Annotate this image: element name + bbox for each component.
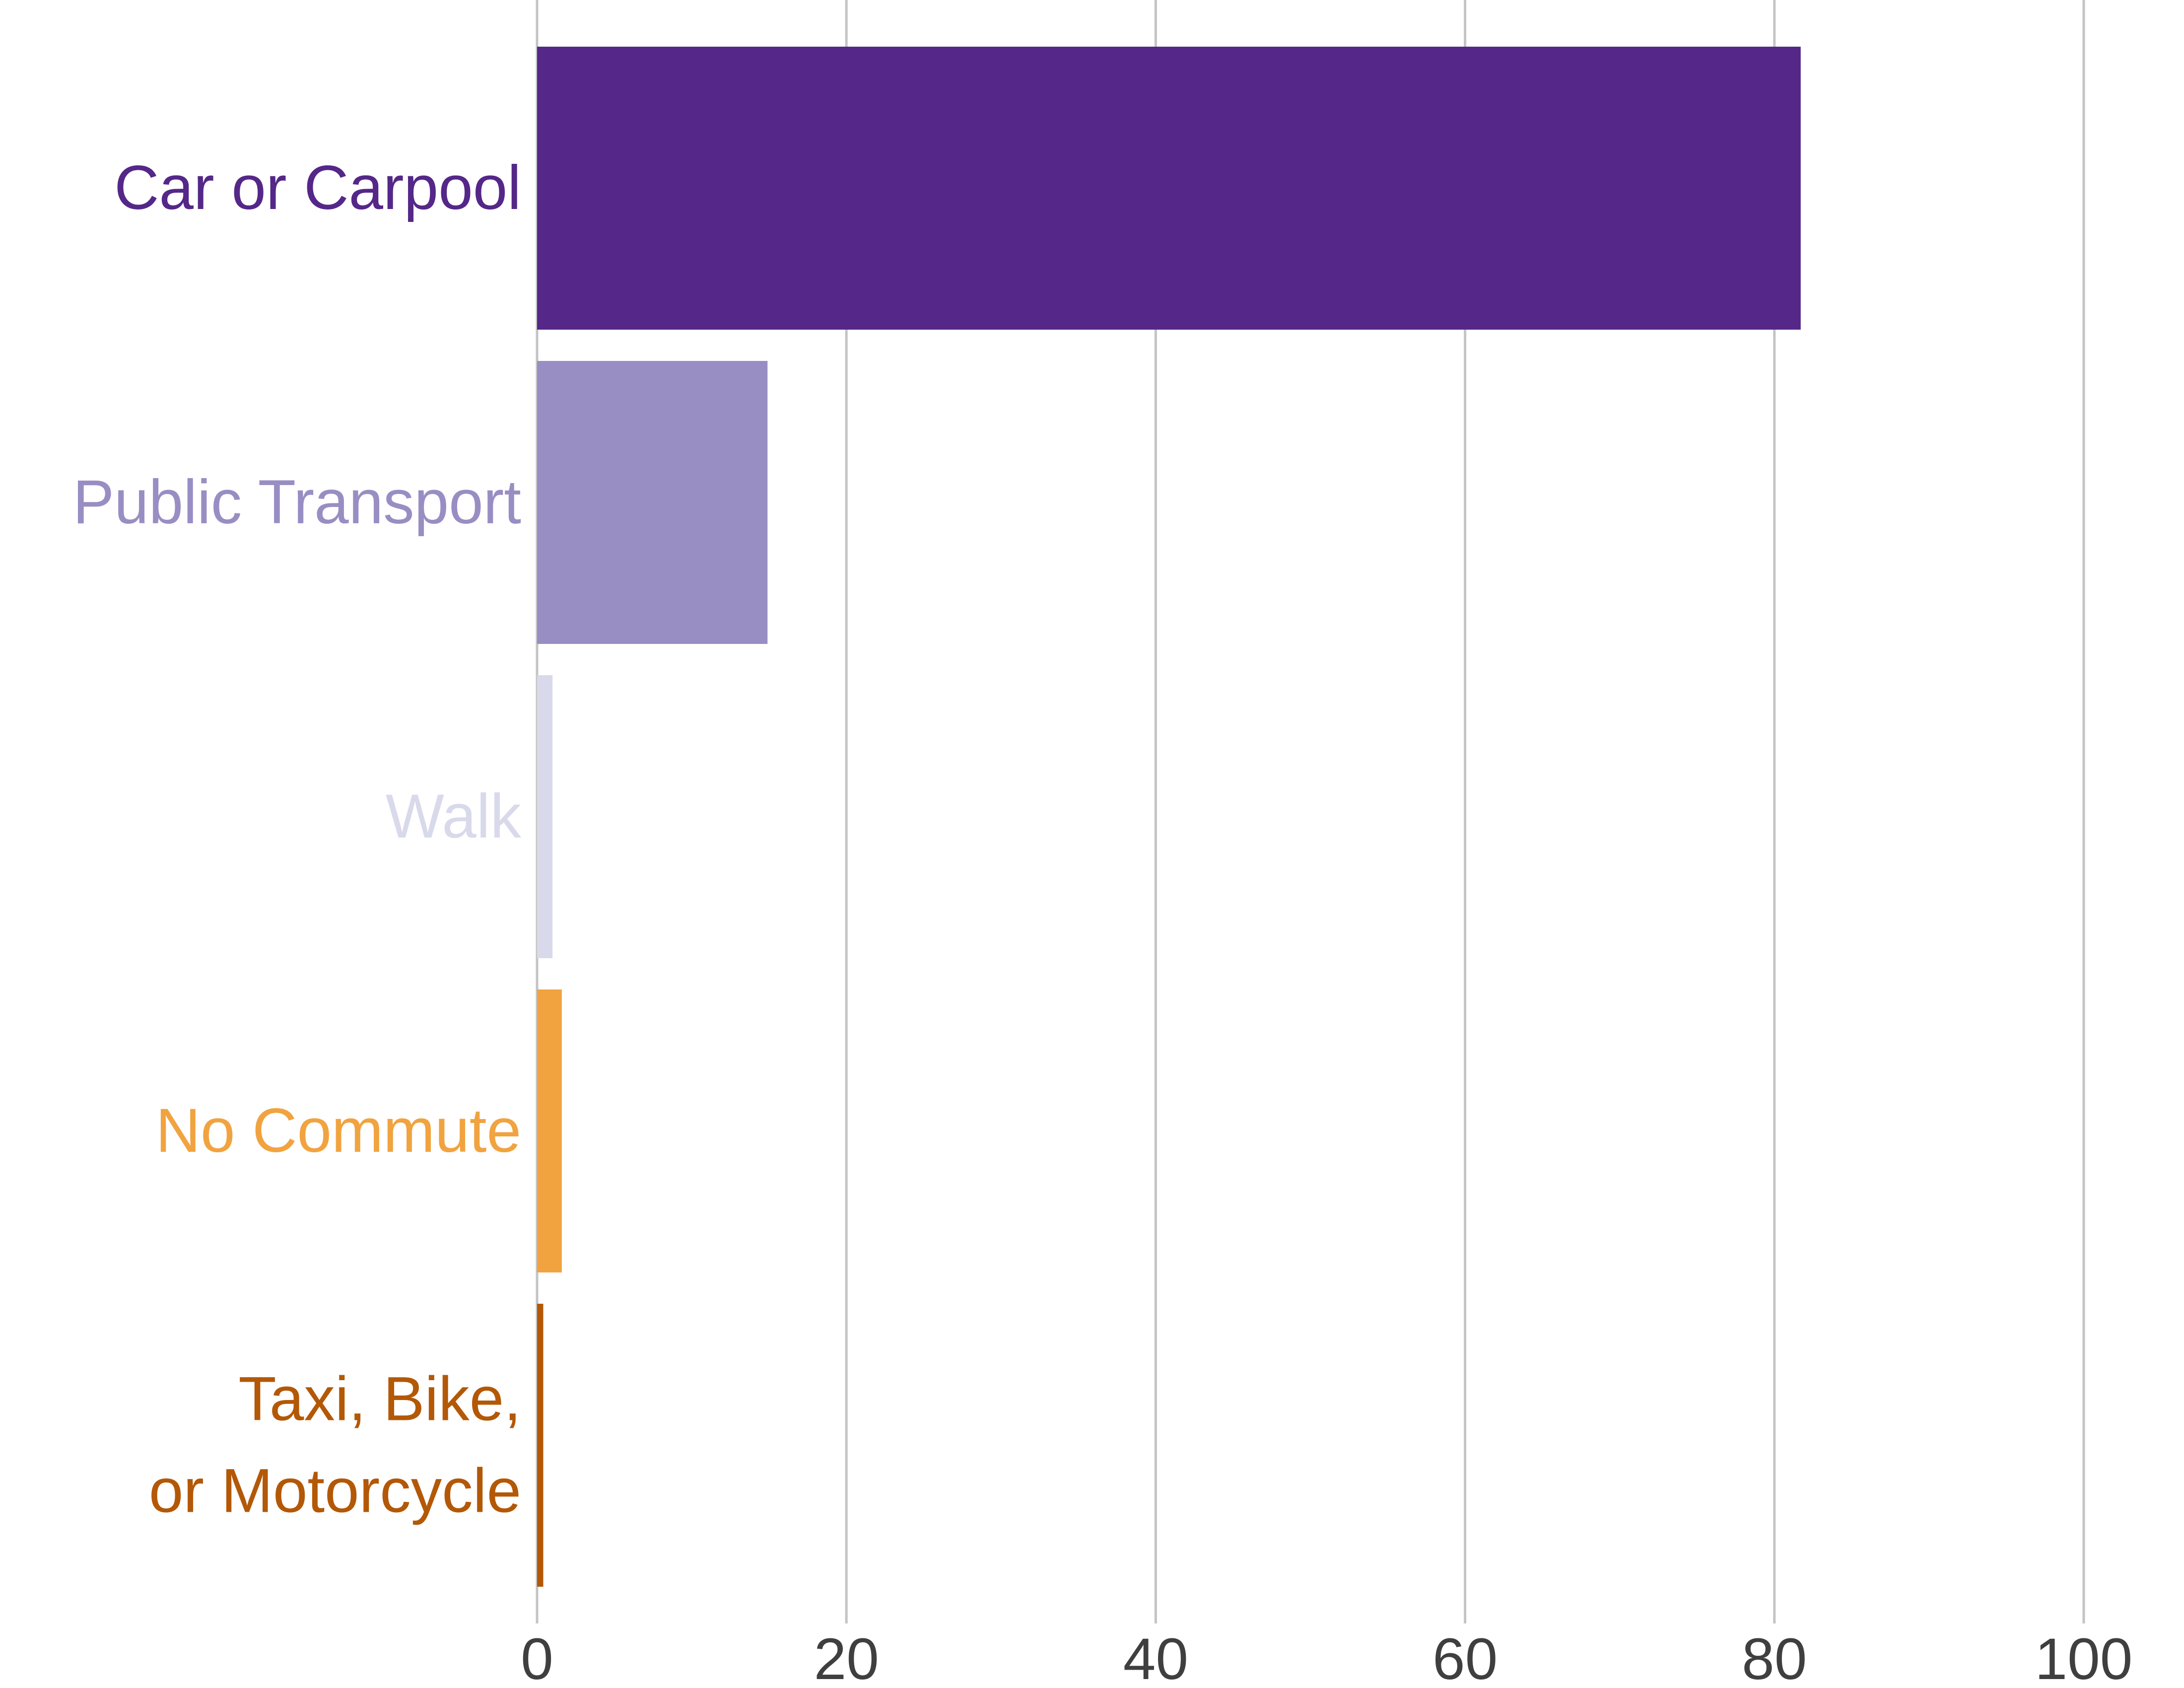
bar-walk xyxy=(537,675,553,958)
category-labels: Car or Carpool Public Transport Walk No Com… xyxy=(73,153,522,1526)
category-label-public-transport: Public Transport xyxy=(73,468,521,537)
x-tick-label-100: 100 xyxy=(2035,1626,2133,1688)
bar-public-transport xyxy=(537,361,768,644)
x-tick-label-80: 80 xyxy=(1742,1626,1807,1688)
bar-taxi-bike-or-motorcycle xyxy=(537,1304,544,1587)
x-tick-label-40: 40 xyxy=(1123,1626,1188,1688)
x-tick-label-60: 60 xyxy=(1433,1626,1498,1688)
bar-no-commute xyxy=(537,989,562,1272)
x-tick-labels: 0 20 40 60 80 100 xyxy=(521,1626,2132,1688)
category-label-taxi-bike-or-motorcycle: Taxi, Bike, or Motorcycle xyxy=(149,1365,521,1526)
x-tick-label-0: 0 xyxy=(521,1626,553,1688)
bars xyxy=(537,47,1801,1587)
x-tick-label-20: 20 xyxy=(814,1626,879,1688)
category-label-car-or-carpool: Car or Carpool xyxy=(114,153,521,222)
bar-car-or-carpool xyxy=(537,47,1801,330)
category-label-walk: Walk xyxy=(386,782,522,851)
category-label-no-commute: No Commute xyxy=(156,1096,521,1165)
